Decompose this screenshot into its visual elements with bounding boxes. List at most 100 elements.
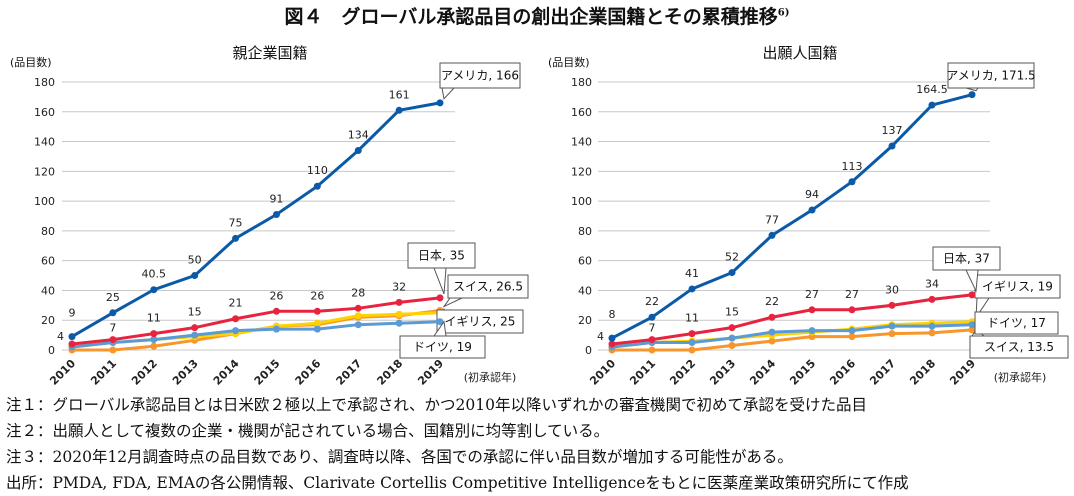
data-point	[191, 324, 199, 332]
x-tick-label: 2014	[747, 357, 778, 388]
series-line-アメリカ	[71, 101, 441, 338]
y-tick-label: 160	[34, 106, 55, 119]
callout-box	[439, 62, 521, 89]
data-point	[354, 312, 362, 320]
callout-pointer	[441, 87, 455, 100]
data-point	[395, 319, 403, 327]
data-point	[768, 313, 776, 321]
data-label: 110	[307, 164, 328, 177]
data-point	[688, 346, 696, 354]
data-point	[888, 301, 896, 309]
data-point	[232, 315, 240, 323]
data-point	[232, 234, 240, 242]
data-point	[109, 336, 117, 344]
callout-label: スイス, 26.5	[453, 280, 523, 294]
data-point	[808, 306, 816, 314]
data-point	[191, 331, 199, 339]
y-tick-label: 60	[578, 255, 592, 268]
data-point	[436, 318, 444, 326]
data-point	[313, 307, 321, 315]
data-label: 22	[765, 295, 779, 308]
data-point	[888, 322, 896, 330]
figure-title-text: 図４ グローバル承認品目の創出企業国籍とその累積推移	[284, 6, 778, 28]
callout-label: 日本, 37	[943, 252, 990, 266]
data-point	[768, 328, 776, 336]
data-point	[928, 329, 936, 337]
x-tick-label: 2015	[787, 357, 818, 388]
x-tick-label: 2018	[907, 357, 938, 388]
data-label: 4	[57, 330, 64, 343]
data-point	[808, 327, 816, 335]
data-point	[848, 327, 856, 335]
data-point	[728, 324, 736, 332]
series-line-ドイツ	[71, 320, 441, 349]
x-tick-label: 2019	[947, 357, 978, 388]
data-label: 27	[845, 288, 859, 301]
x-tick-label: 2010	[47, 357, 78, 388]
data-label: 26	[310, 289, 324, 302]
data-label: 27	[805, 288, 819, 301]
data-point	[191, 272, 199, 280]
y-tick-label: 120	[34, 165, 55, 178]
y-tick-label: 0	[48, 344, 55, 357]
callout-pointer	[965, 87, 979, 92]
data-label: 137	[882, 124, 903, 137]
callout-box	[399, 335, 486, 359]
callout-label: アメリカ, 166	[441, 69, 519, 83]
data-label: 30	[885, 283, 899, 296]
y-tick-label: 180	[571, 76, 592, 89]
x-tick-label: 2017	[333, 357, 364, 388]
x-tick-label: 2018	[374, 357, 405, 388]
y-tick-label: 180	[34, 76, 55, 89]
data-point	[888, 142, 896, 150]
data-point	[354, 321, 362, 329]
data-label: 164.5	[916, 83, 948, 96]
callout-box	[947, 62, 1035, 89]
data-point	[848, 178, 856, 186]
data-point	[68, 340, 76, 348]
data-label: 134	[348, 128, 369, 141]
data-point	[768, 231, 776, 239]
data-point	[808, 206, 816, 214]
data-label: 32	[392, 280, 406, 293]
data-label: 11	[685, 312, 699, 325]
data-point	[354, 304, 362, 312]
data-point	[768, 337, 776, 345]
series-line-日本	[611, 293, 973, 346]
data-label: 91	[269, 193, 283, 206]
callout-box	[969, 335, 1069, 359]
data-point	[968, 321, 976, 329]
callout-box	[447, 274, 529, 299]
callout-box	[932, 246, 1001, 271]
data-label: 41	[685, 267, 699, 280]
callout-label: イギリス, 25	[445, 315, 516, 329]
note-2: 注２：出願人として複数の企業・機関が記されている場合、国籍別に均等割している。	[6, 422, 610, 440]
y-tick-label: 40	[578, 284, 592, 297]
data-point	[150, 336, 158, 344]
x-tick-label: 2016	[827, 357, 858, 388]
callout-box	[974, 311, 1059, 335]
data-point	[150, 286, 158, 294]
x-tick-label: 2017	[867, 357, 898, 388]
x-tick-label: 2014	[211, 357, 242, 388]
x-tick-label: 2011	[88, 357, 119, 388]
y-tick-label: 80	[41, 225, 55, 238]
note-3: 注３：2020年12月調査時点の品目数であり、調査時以降、各国での承認に伴い品目…	[6, 448, 793, 466]
chart-title: 親企業国籍	[232, 44, 307, 62]
footnote-ref: 6)	[777, 7, 790, 19]
y-tick-label: 40	[41, 284, 55, 297]
y-tick-label: 0	[585, 344, 592, 357]
x-tick-label: 2013	[707, 357, 738, 388]
callout-label: アメリカ, 171.5	[946, 69, 1035, 83]
data-point	[848, 333, 856, 341]
data-point	[928, 322, 936, 330]
y-tick-label: 140	[571, 136, 592, 149]
data-point	[395, 310, 403, 318]
source-note: 出所：PMDA, FDA, EMAの各公開情報、Clarivate Cortel…	[6, 474, 909, 492]
data-point	[109, 346, 117, 354]
data-label: 40.5	[142, 268, 167, 281]
callout-label: イギリス, 19	[982, 280, 1053, 294]
data-point	[313, 182, 321, 190]
data-label: 75	[229, 216, 243, 229]
